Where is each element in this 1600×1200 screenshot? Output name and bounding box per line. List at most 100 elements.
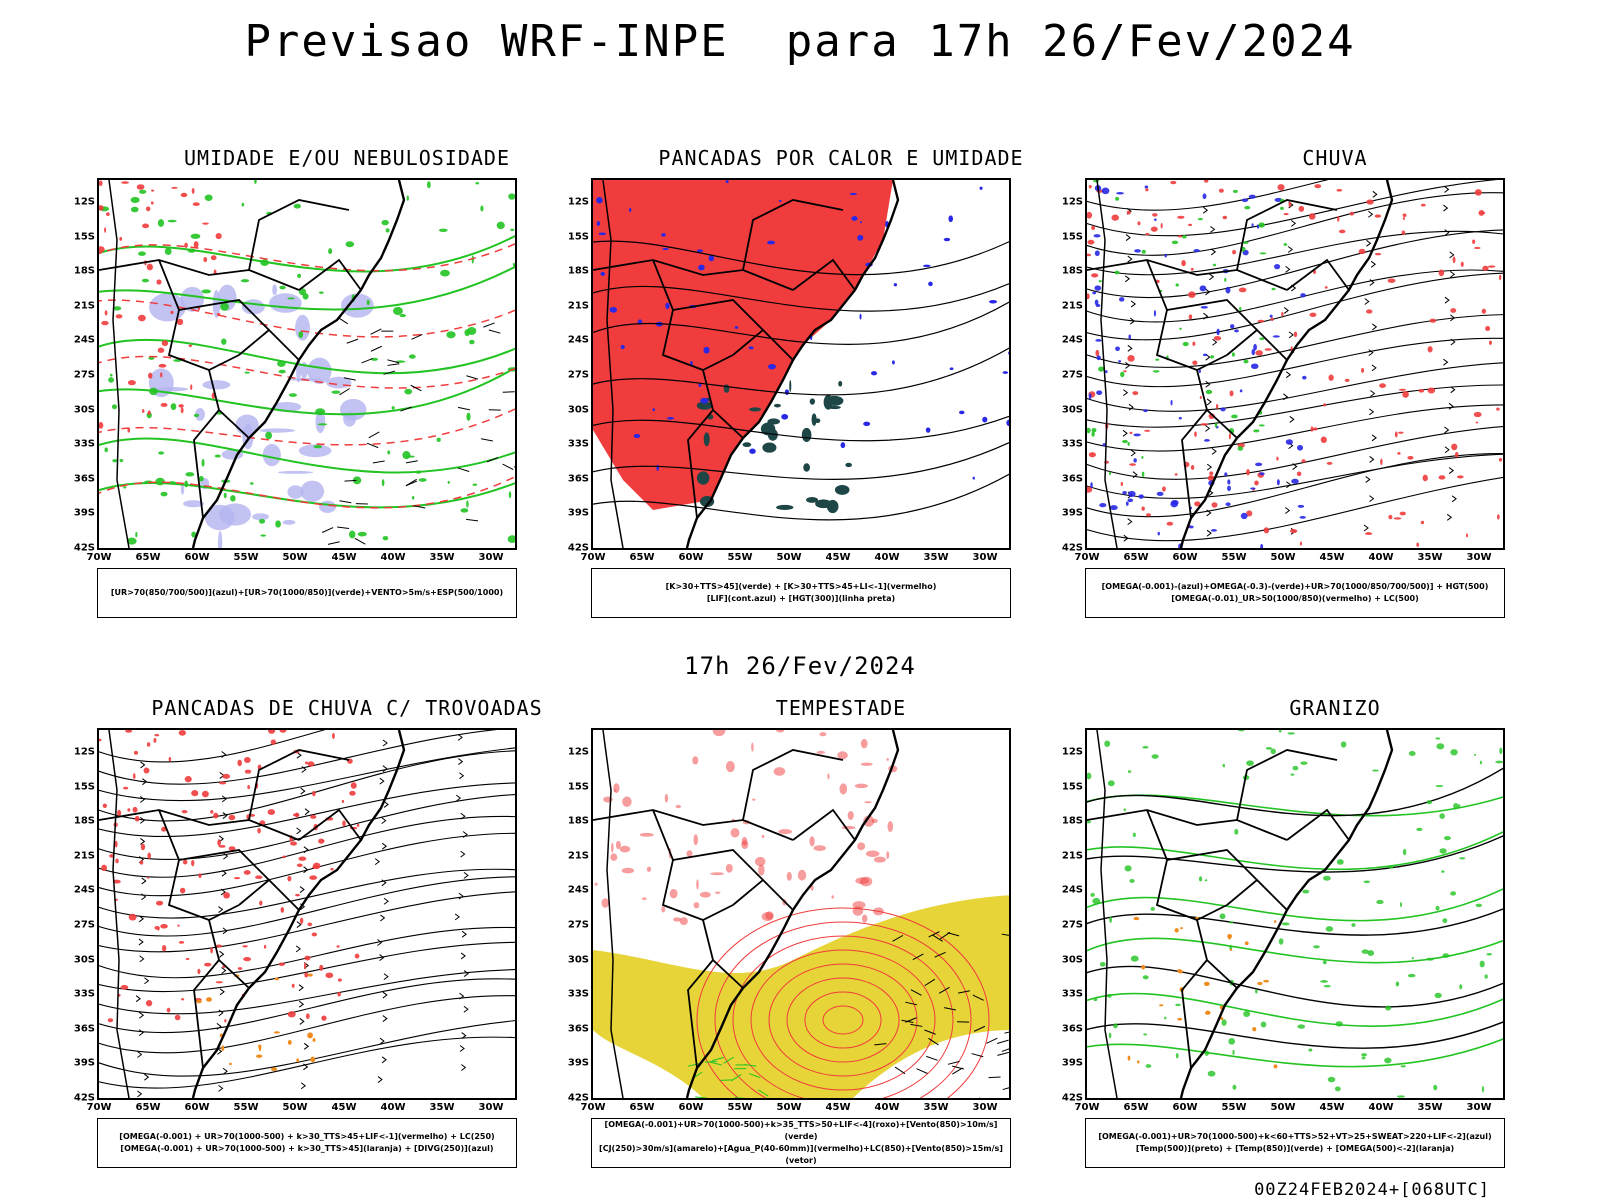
thunderstorm-shading [123,786,129,790]
temp-850-spot [1130,955,1139,962]
lat-tick-label: 15S [73,781,95,793]
lat-tick-label: 39S [1061,1057,1083,1069]
red-contour-spot [127,427,131,433]
precipitable-water-contour [664,793,669,803]
omega-shading [1133,458,1137,463]
wind-arrow [924,1029,936,1035]
lat-tick-label: 12S [73,196,95,208]
country-border [1087,809,1288,841]
wind-arrow [687,1063,700,1067]
convection-shading [723,384,730,393]
streamline [99,995,515,1054]
red-contour-spot [180,407,184,414]
lon-tick-label: 65W [629,1102,655,1113]
lat-tick-label: 12S [1061,196,1083,208]
humidity-low-contour [352,476,362,485]
omega-shading [1125,501,1129,506]
omega-shading [1178,416,1182,420]
wind-arrow [513,466,515,468]
thunderstorm-shading [287,875,292,882]
temp-850-spot [1278,938,1284,945]
humidity-low-contour [287,297,295,300]
country-border [158,809,240,921]
thunderstorm-shading [222,773,231,779]
thunderstorm-shading [312,862,321,870]
omega-shading [1234,329,1239,333]
streamline-arrow-head [1286,481,1292,489]
rain-shading [1438,475,1446,480]
rain-shading [1246,469,1250,476]
omega-shading [1251,348,1256,356]
lifted-index-contour [768,364,776,370]
geopotential-contour [99,475,515,509]
lat-tick-label: 18S [73,815,95,827]
precipitable-water-contour [857,842,866,851]
thunderstorm-shading [133,750,139,755]
thickness-contour [99,265,515,311]
convection-shading [828,405,841,410]
precipitable-water-contour [611,842,614,853]
omega-500-shading [1203,981,1210,986]
omega-shading [1095,339,1102,342]
lon-tick-label: 70W [580,1102,606,1113]
thunderstorm-shading [147,852,152,859]
convection-orange-shading [258,1044,262,1048]
jet-stream-shading [593,895,1009,1098]
streamline-arrow-head [457,733,463,741]
omega-shading [1115,346,1120,352]
rain-shading [1123,370,1127,373]
streamline [1087,229,1503,299]
red-contour-spot [193,241,199,248]
thunderstorm-shading [160,923,168,929]
wind-arrow [926,1055,938,1061]
lat-tick-label: 18S [73,265,95,277]
temp-850-spot [1397,1095,1405,1098]
thunderstorm-shading [354,953,360,959]
lon-tick-label: 30W [478,552,504,563]
lat-tick-label: 21S [1061,850,1083,862]
precipitable-water-contour [863,815,875,827]
temp-850-spot [1400,1065,1406,1068]
temp-850-spot [1234,828,1239,835]
thickness-contour [99,437,515,474]
streamline-arrow-head [374,858,381,866]
temp-850-spot [1399,902,1403,908]
humidity-shading [262,443,281,467]
pressure-contour [822,1005,864,1035]
streamline-arrow-head [1127,518,1133,526]
streamline-arrow-head [1285,265,1291,273]
thunderstorm-shading [304,761,309,765]
red-contour-spot [150,201,154,205]
streamline [1087,476,1503,542]
precipitable-water-contour [725,863,733,873]
streamline-arrow-head [1123,389,1129,397]
temp-850-spot [1219,913,1226,920]
thunderstorm-shading [303,962,307,970]
lat-tick-label: 15S [567,781,589,793]
legend-line: [OMEGA(-0.001)-(azul)+OMEGA(-0.3)-(verde… [1101,582,1489,591]
lon-tick-label: 45W [331,1102,357,1113]
precipitable-water-contour [679,917,688,926]
temp-850-spot [1385,1005,1392,1011]
red-contour-spot [178,404,184,408]
panel-title: PANCADAS DE CHUVA C/ TROVOADAS [151,696,543,720]
panel-title: PANCADAS POR CALOR E UMIDADE [658,146,1024,170]
lifted-index-contour [698,264,705,271]
thunderstorm-shading [184,776,192,783]
map-svg [99,180,515,548]
omega-500-shading [1141,964,1146,970]
pressure-contour [696,907,990,1098]
rain-shading [1498,457,1503,462]
streamline-arrow-head [217,1048,223,1055]
humidity-low-contour [279,285,286,290]
streamline-arrow-head [382,1015,388,1022]
lat-tick-label: 36S [1061,473,1083,485]
streamline-arrow-head [1283,307,1289,314]
humidity-low-contour [466,412,471,421]
omega-strong-shading [1231,414,1238,419]
omega-strong-shading [1205,389,1213,395]
humidity-low-contour [464,329,470,337]
thunderstorm-shading [243,756,251,764]
humidity-low-contour [411,495,415,500]
precipitable-water-contour [816,750,826,754]
